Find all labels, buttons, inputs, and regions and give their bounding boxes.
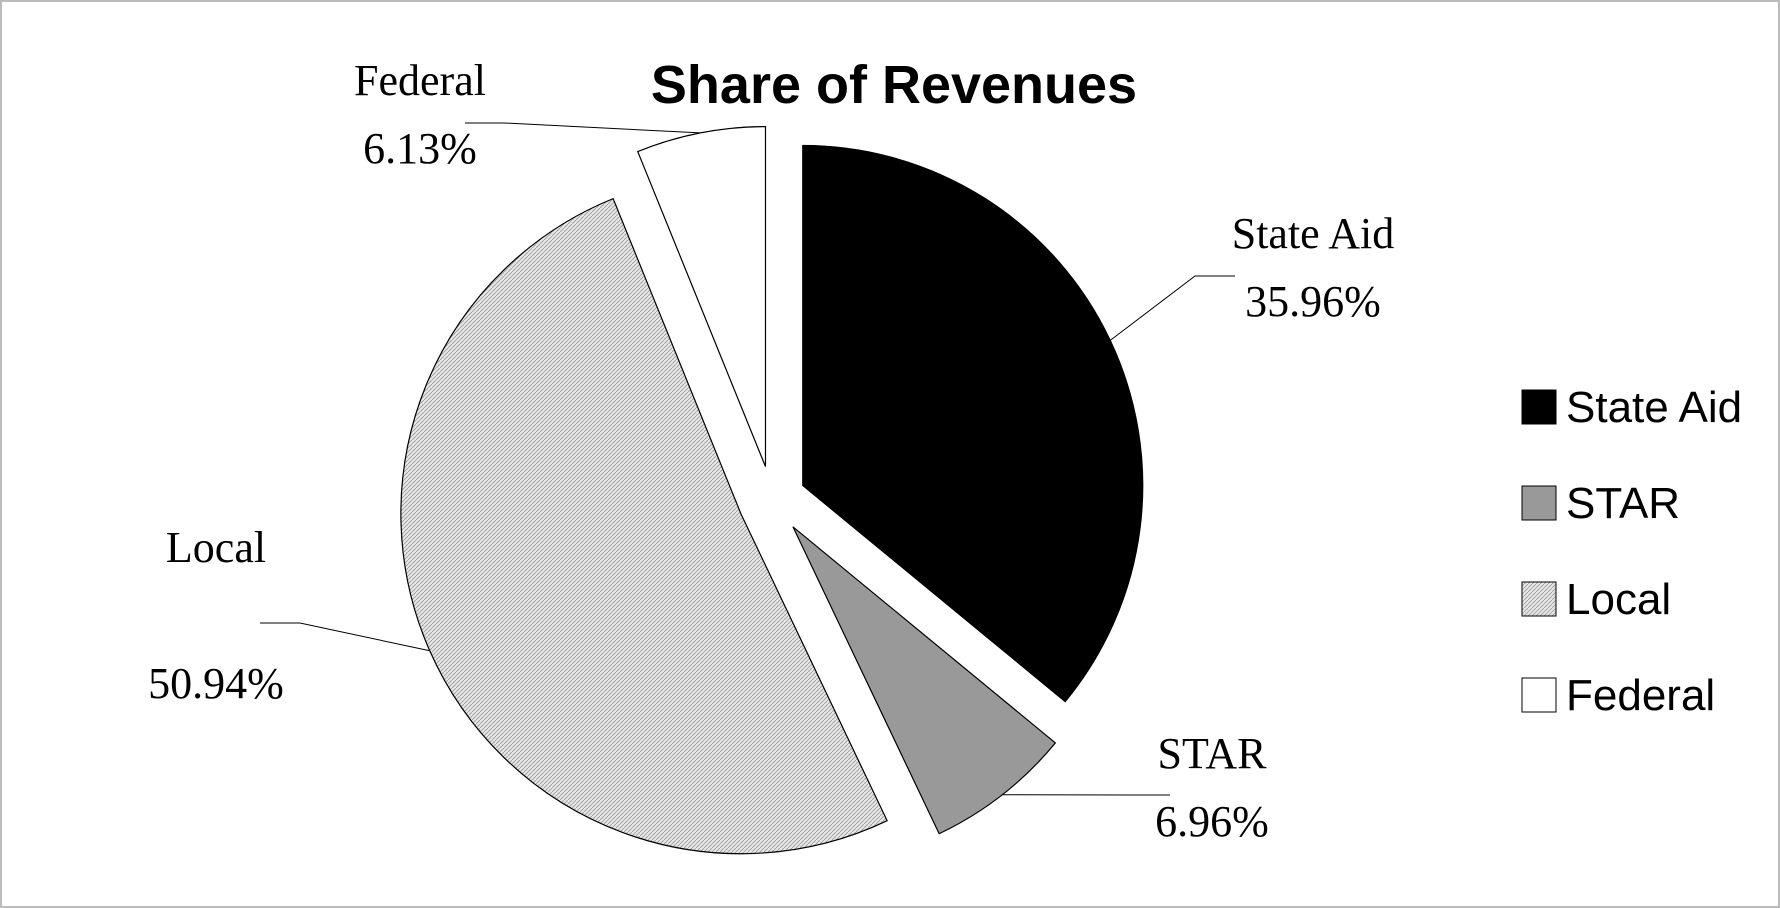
pie-slice [400, 197, 888, 855]
leader-line [465, 122, 701, 134]
legend-swatch [1521, 581, 1557, 617]
slice-value-label: 35.96% [1245, 277, 1381, 326]
legend-swatch [1521, 485, 1557, 521]
slice-value-label: 6.96% [1155, 797, 1269, 846]
legend-swatch [1521, 389, 1557, 425]
slice-label: Local [166, 523, 266, 572]
legend-label: STAR [1566, 479, 1680, 528]
legend-label: Federal [1566, 671, 1715, 720]
slice-label: Federal [354, 56, 486, 105]
chart-title: Share of Revenues [651, 55, 1137, 115]
slice-value-label: 6.13% [363, 124, 477, 173]
legend-label: Local [1566, 575, 1671, 624]
pie-slice [636, 126, 767, 467]
pie-slice [792, 526, 1057, 835]
legend-label: State Aid [1566, 383, 1742, 432]
leader-line [1109, 275, 1235, 341]
slice-label: STAR [1158, 729, 1268, 778]
slice-label: State Aid [1232, 209, 1395, 258]
leader-line [260, 622, 430, 652]
legend-swatch [1521, 677, 1557, 713]
slice-value-label: 50.94% [148, 659, 284, 708]
